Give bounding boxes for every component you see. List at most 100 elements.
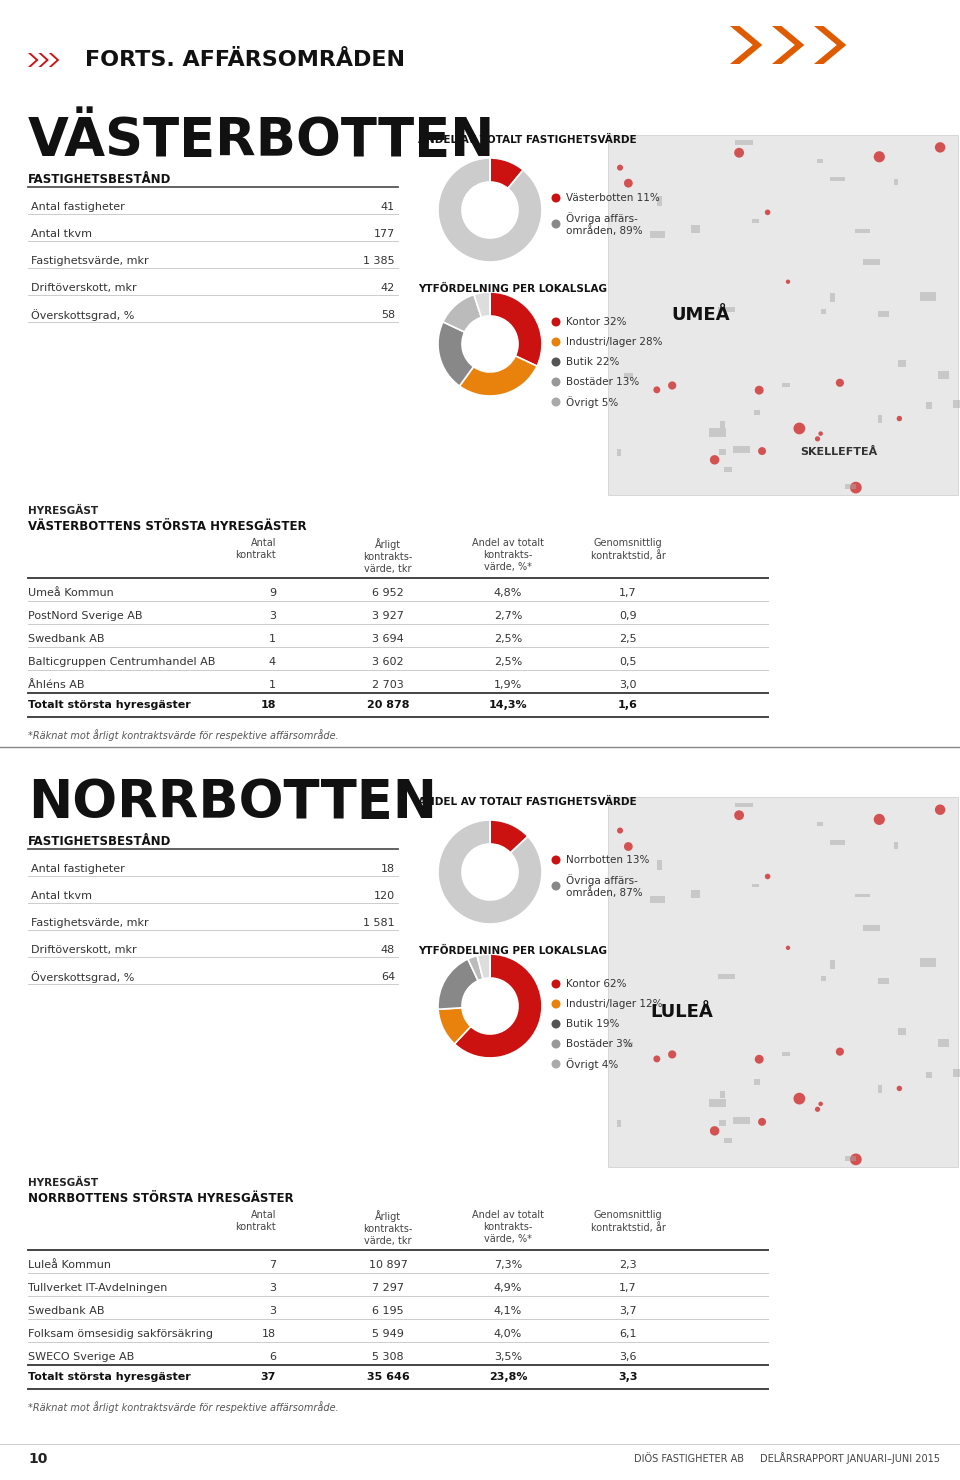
Text: 6: 6 — [269, 1351, 276, 1362]
Wedge shape — [490, 292, 542, 366]
Wedge shape — [454, 955, 542, 1058]
Text: NORRBOTTENS STÖRSTA HYRESGÄSTER: NORRBOTTENS STÖRSTA HYRESGÄSTER — [28, 1191, 294, 1205]
Text: *Räknat mot årligt kontraktsvärde för respektive affärsområde.: *Räknat mot årligt kontraktsvärde för re… — [28, 1402, 339, 1413]
Bar — [878, 414, 882, 423]
Wedge shape — [438, 158, 542, 262]
Bar — [898, 1029, 906, 1035]
Text: 1: 1 — [269, 633, 276, 644]
Circle shape — [794, 423, 805, 434]
Circle shape — [551, 318, 561, 327]
Text: Norrbotten 13%: Norrbotten 13% — [566, 855, 649, 864]
Text: Övriga affärs-
områden, 87%: Övriga affärs- områden, 87% — [566, 873, 642, 898]
Text: HYRESGÄST: HYRESGÄST — [28, 506, 98, 517]
Bar — [829, 293, 835, 302]
Text: Antal
kontrakt: Antal kontrakt — [235, 539, 276, 559]
Wedge shape — [468, 956, 483, 981]
Circle shape — [551, 337, 561, 346]
Bar — [921, 292, 936, 300]
Wedge shape — [460, 355, 537, 397]
Text: Driftöverskott, mkr: Driftöverskott, mkr — [31, 946, 136, 955]
Circle shape — [935, 805, 946, 815]
Bar — [709, 428, 727, 437]
Bar — [953, 1069, 960, 1077]
Bar — [855, 229, 870, 232]
Text: 41: 41 — [381, 203, 395, 212]
Text: 14,3%: 14,3% — [489, 700, 527, 710]
Circle shape — [794, 1092, 805, 1104]
Text: 18: 18 — [260, 700, 276, 710]
Circle shape — [815, 1107, 820, 1111]
Text: Överskottsgrad, %: Överskottsgrad, % — [31, 309, 134, 321]
Bar — [878, 1085, 882, 1094]
Circle shape — [551, 980, 561, 989]
Text: Årligt
kontrakts-
värde, tkr: Årligt kontrakts- värde, tkr — [363, 539, 413, 574]
Text: 3 602: 3 602 — [372, 657, 404, 667]
Text: YTFÖRDELNING PER LOKALSLAG: YTFÖRDELNING PER LOKALSLAG — [418, 946, 607, 956]
Bar — [650, 897, 664, 903]
Text: 1 385: 1 385 — [364, 256, 395, 266]
Text: Swedbank AB: Swedbank AB — [28, 633, 105, 644]
Bar — [953, 400, 960, 408]
Text: 2,5: 2,5 — [619, 633, 636, 644]
Bar — [733, 1117, 750, 1125]
Text: 1,7: 1,7 — [619, 1283, 636, 1294]
Text: Butik 22%: Butik 22% — [566, 357, 619, 367]
Text: Övriga affärs-
områden, 89%: Övriga affärs- områden, 89% — [566, 212, 642, 237]
Wedge shape — [438, 321, 473, 386]
Bar — [855, 894, 870, 897]
Text: Totalt största hyresgäster: Totalt största hyresgäster — [28, 1372, 191, 1382]
Circle shape — [734, 811, 744, 820]
Text: 0,9: 0,9 — [619, 611, 636, 622]
Text: Butik 19%: Butik 19% — [566, 1020, 619, 1029]
Text: Övrigt 5%: Övrigt 5% — [566, 397, 618, 408]
Text: 7: 7 — [269, 1259, 276, 1270]
Circle shape — [551, 855, 561, 864]
Text: VÄSTERBOTTENS STÖRSTA HYRESGÄSTER: VÄSTERBOTTENS STÖRSTA HYRESGÄSTER — [28, 519, 306, 533]
Bar — [608, 135, 958, 494]
Circle shape — [836, 1048, 844, 1055]
Bar — [845, 1156, 856, 1160]
Polygon shape — [814, 27, 847, 64]
Text: Swedbank AB: Swedbank AB — [28, 1305, 105, 1316]
Circle shape — [836, 379, 844, 386]
Bar — [829, 841, 845, 845]
Bar — [724, 1138, 732, 1144]
Text: Umeå Kommun: Umeå Kommun — [28, 588, 113, 598]
Wedge shape — [438, 1008, 470, 1043]
Text: 18: 18 — [381, 864, 395, 875]
Bar — [691, 225, 701, 232]
Circle shape — [551, 219, 561, 228]
Circle shape — [668, 1051, 676, 1058]
Text: ANDEL AV TOTALT FASTIGHETSVÄRDE: ANDEL AV TOTALT FASTIGHETSVÄRDE — [418, 135, 636, 145]
Bar — [719, 450, 727, 456]
Text: 10 897: 10 897 — [369, 1259, 407, 1270]
Text: 3: 3 — [269, 1305, 276, 1316]
Bar — [658, 860, 662, 870]
Bar — [709, 1098, 727, 1107]
Text: 9: 9 — [269, 588, 276, 598]
Text: Bostäder 3%: Bostäder 3% — [566, 1039, 633, 1049]
Text: 1 581: 1 581 — [364, 918, 395, 928]
Circle shape — [758, 447, 766, 454]
Text: 1,6: 1,6 — [618, 700, 638, 710]
Circle shape — [551, 1039, 561, 1048]
Polygon shape — [49, 53, 60, 67]
Circle shape — [758, 1117, 766, 1126]
Text: UMEÅ: UMEÅ — [671, 306, 730, 324]
Bar — [925, 1072, 932, 1079]
Text: Antal fastigheter: Antal fastigheter — [31, 864, 125, 875]
Text: 64: 64 — [381, 972, 395, 983]
Text: 23,8%: 23,8% — [489, 1372, 527, 1382]
Text: DIÖS FASTIGHETER AB   DELÅRSRAPPORT JANUARI–JUNI 2015: DIÖS FASTIGHETER AB DELÅRSRAPPORT JANUAR… — [634, 1452, 940, 1464]
Polygon shape — [730, 27, 762, 64]
Circle shape — [874, 151, 885, 163]
Circle shape — [709, 1126, 719, 1135]
Text: Luleå Kommun: Luleå Kommun — [28, 1259, 111, 1270]
Circle shape — [755, 1055, 763, 1064]
Text: Balticgruppen Centrumhandel AB: Balticgruppen Centrumhandel AB — [28, 657, 215, 667]
Circle shape — [786, 946, 790, 950]
Bar — [817, 821, 823, 826]
Bar — [817, 158, 823, 163]
Circle shape — [874, 814, 885, 824]
Bar — [822, 309, 826, 314]
